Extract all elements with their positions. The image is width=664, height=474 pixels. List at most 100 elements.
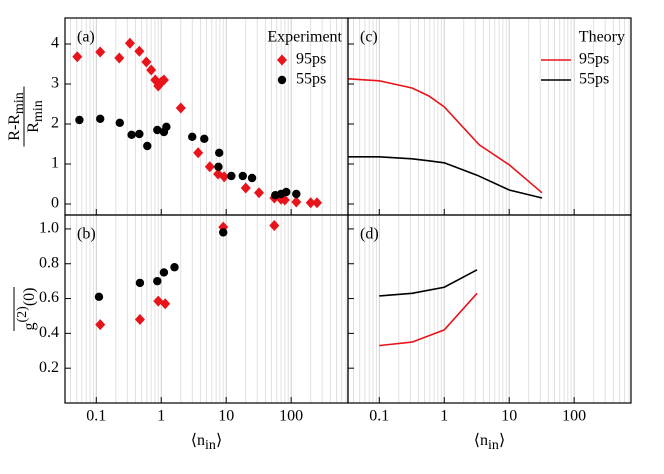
- point: [135, 278, 145, 288]
- x-label-text: ⟨n: [474, 432, 488, 449]
- x-tick-label: 100: [279, 408, 303, 425]
- y-tick-label: 0.2: [39, 359, 59, 376]
- x-tick-label: 10: [218, 408, 234, 425]
- point: [170, 263, 179, 272]
- point: [96, 114, 105, 124]
- point: [124, 37, 135, 49]
- point: [153, 276, 162, 286]
- y-tick-label: 1: [51, 155, 59, 172]
- x-tick-label: 10: [501, 408, 517, 425]
- x-label-text: ⟨n: [191, 432, 205, 449]
- y-tick-label: 0.6: [39, 289, 59, 306]
- point: [159, 268, 169, 277]
- line: [379, 292, 478, 347]
- legend-swatch: [277, 75, 287, 85]
- point: [188, 132, 197, 141]
- x-label-text: ⟩: [216, 432, 222, 449]
- point: [95, 319, 106, 331]
- point: [292, 189, 301, 199]
- legend-label: 55ps: [296, 71, 326, 88]
- point: [146, 64, 157, 76]
- point: [193, 147, 204, 159]
- y-tick-label: 0: [51, 195, 59, 212]
- point: [115, 118, 124, 128]
- x-axis-label: ⟨nin⟩: [474, 432, 505, 454]
- y-tick-label: 3: [51, 75, 59, 92]
- legend-title: Experiment: [267, 29, 342, 46]
- point: [143, 141, 152, 151]
- panel-label: (c): [360, 29, 378, 46]
- point: [269, 219, 280, 231]
- point: [94, 292, 104, 302]
- x-axis-label: ⟨nin⟩: [191, 432, 222, 454]
- point: [134, 45, 145, 57]
- point: [312, 197, 323, 209]
- point: [282, 187, 291, 197]
- point: [158, 74, 169, 86]
- point: [240, 182, 251, 194]
- point: [214, 148, 224, 157]
- x-tick-label: 1: [440, 408, 448, 425]
- point: [175, 102, 186, 114]
- y-axis-label: g(2)(0): [13, 287, 38, 331]
- legend-label: 95ps: [579, 51, 609, 68]
- point: [162, 122, 171, 131]
- y-label-denominator: Rmin: [25, 100, 47, 132]
- point: [254, 187, 265, 199]
- y-tick-label: 4: [51, 35, 59, 52]
- point: [214, 162, 223, 171]
- x-label-text: ⟩: [499, 432, 505, 449]
- y-label-text: R-R: [6, 114, 23, 141]
- point: [135, 129, 144, 139]
- y-label-sub: min: [12, 92, 27, 114]
- y-label-text: R: [25, 122, 42, 133]
- panel-label: (d): [360, 226, 379, 243]
- y-label: g(2)(0): [15, 288, 37, 331]
- panel-frame: [347, 214, 632, 404]
- legend-swatch: [277, 54, 287, 66]
- point: [204, 161, 215, 173]
- y-label-text: g: [21, 322, 38, 330]
- point: [247, 173, 257, 183]
- y-tick-label: 2: [51, 115, 59, 132]
- point: [305, 197, 316, 209]
- panel: 0.1 1 10 100 0.2 0.4 0.6 0.8 1.0 (b) g(2)(0) ⟨nin⟩: [13, 214, 349, 454]
- x-tick-label: 0.1: [86, 408, 106, 425]
- y-label-text: (0): [21, 288, 38, 307]
- x-tick-label: 100: [562, 408, 586, 425]
- y-tick-label: 0.8: [39, 254, 59, 271]
- point: [114, 52, 125, 64]
- point: [75, 115, 84, 125]
- panel-label: (a): [77, 29, 95, 46]
- legend-label: 95ps: [296, 51, 326, 68]
- point: [134, 313, 145, 325]
- point: [160, 298, 171, 310]
- x-label-sub: in: [205, 438, 216, 453]
- point: [127, 130, 136, 139]
- point: [238, 171, 247, 181]
- point: [219, 228, 228, 237]
- point: [200, 134, 209, 143]
- point: [72, 51, 83, 63]
- y-tick-label: 1.0: [39, 220, 59, 237]
- legend-title: Theory: [579, 29, 625, 46]
- line: [348, 156, 543, 199]
- panel-label: (b): [77, 226, 96, 243]
- point: [153, 125, 162, 135]
- point: [291, 196, 302, 208]
- line: [347, 78, 543, 194]
- x-label-sub: in: [488, 438, 499, 453]
- point: [227, 171, 236, 181]
- panel: (c) Theory 95ps 55ps: [347, 17, 632, 216]
- y-label-numerator: R-Rmin: [6, 92, 28, 140]
- y-label-sub: min: [31, 100, 46, 122]
- panel: 0.1 1 10 100 (d) ⟨nin⟩: [347, 214, 632, 454]
- y-tick-label: 0.4: [39, 324, 59, 341]
- legend-label: 55ps: [579, 71, 609, 88]
- x-tick-label: 1: [157, 408, 165, 425]
- point: [95, 46, 106, 58]
- line: [379, 269, 478, 297]
